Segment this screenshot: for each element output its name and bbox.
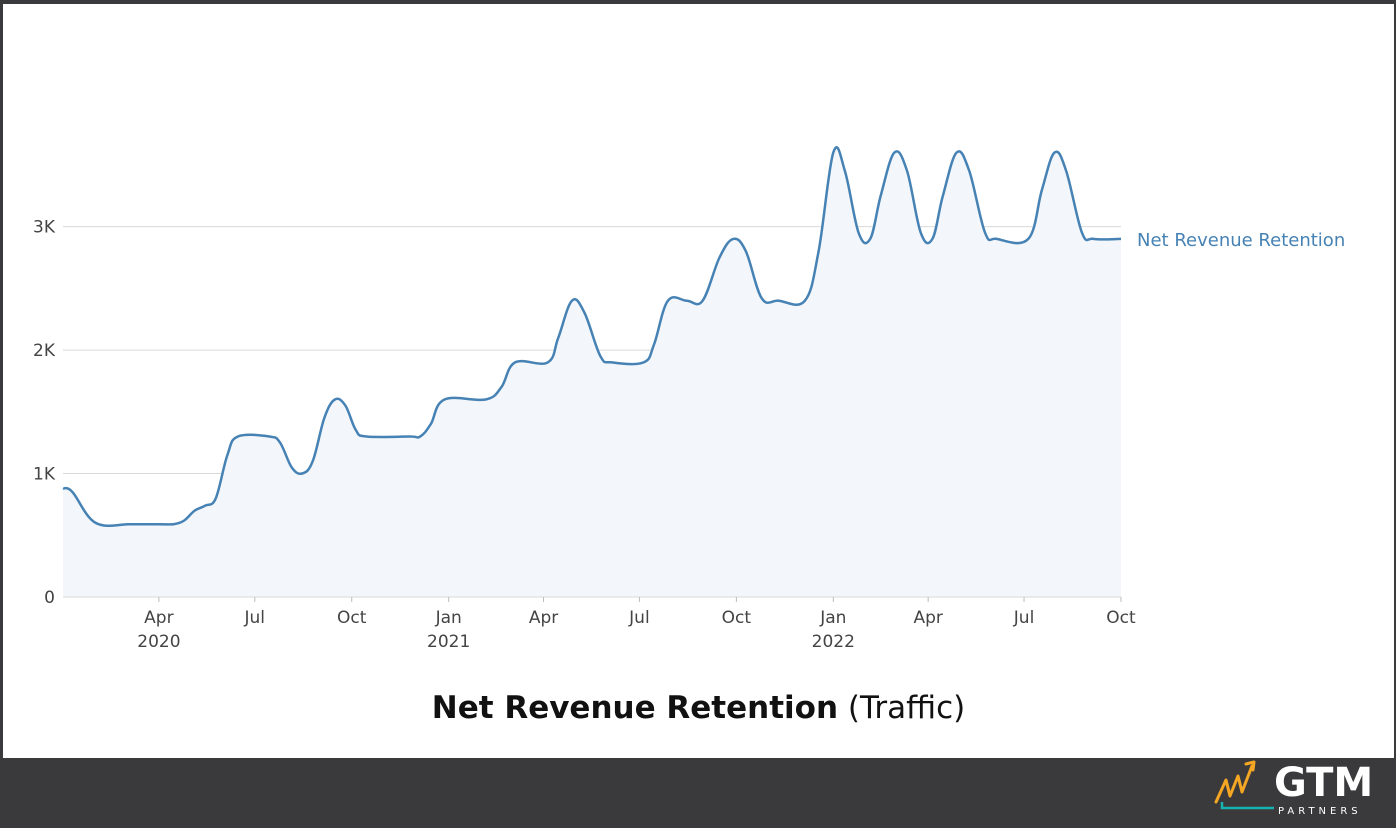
area-layer xyxy=(62,146,1122,597)
x-tick-label: Jul xyxy=(244,608,266,628)
x-tick-label: Jan xyxy=(819,608,846,628)
x-tick-year-label: 2021 xyxy=(427,632,470,652)
legend-layer: Net Revenue Retention xyxy=(1137,230,1345,251)
x-tick-label: Apr xyxy=(529,608,558,628)
chart-title-light: (Traffic) xyxy=(847,690,966,726)
x-tick-label: Apr xyxy=(913,608,942,628)
x-tick-label: Oct xyxy=(1106,608,1136,628)
y-tick-label: 3K xyxy=(33,218,56,238)
chart-panel: 0 1K 2K 3K Apr 2020 Jul Oct Jan 2021 Apr Jul Oct Jan 2… xyxy=(3,4,1394,758)
x-tick-label: Jan xyxy=(435,608,462,628)
chart-svg: 0 1K 2K 3K Apr 2020 Jul Oct Jan 2021 Apr Jul Oct Jan 2… xyxy=(33,146,1345,652)
chart-title: Net Revenue Retention (Traffic) xyxy=(3,690,1394,726)
series-area xyxy=(63,147,1121,597)
gtm-partners-logo: GTM PARTNERS xyxy=(1214,760,1373,817)
x-tick-year-label: 2022 xyxy=(812,632,855,652)
series-line xyxy=(62,146,1122,528)
y-tick-label: 1K xyxy=(33,465,56,485)
x-tick-label: Jul xyxy=(628,608,650,628)
chart-title-bold: Net Revenue Retention xyxy=(431,690,839,726)
legend-label: Net Revenue Retention xyxy=(1137,230,1345,251)
footer-bar xyxy=(0,758,1396,828)
logo-name: GTM xyxy=(1274,760,1373,806)
x-tick-year-label: 2020 xyxy=(137,632,180,652)
x-tick-label: Jul xyxy=(1013,608,1035,628)
x-tick-label: Oct xyxy=(337,608,367,628)
axis-layer: 0 1K 2K 3K Apr 2020 Jul Oct Jan 2021 Apr Jul Oct Jan 2… xyxy=(33,218,1136,652)
logo-mark-icon xyxy=(1214,760,1274,810)
y-tick-label: 0 xyxy=(44,588,55,608)
y-tick-label: 2K xyxy=(33,341,56,361)
x-tick-label: Apr xyxy=(144,608,173,628)
x-tick-label: Oct xyxy=(722,608,752,628)
logo-sub: PARTNERS xyxy=(1278,806,1362,817)
